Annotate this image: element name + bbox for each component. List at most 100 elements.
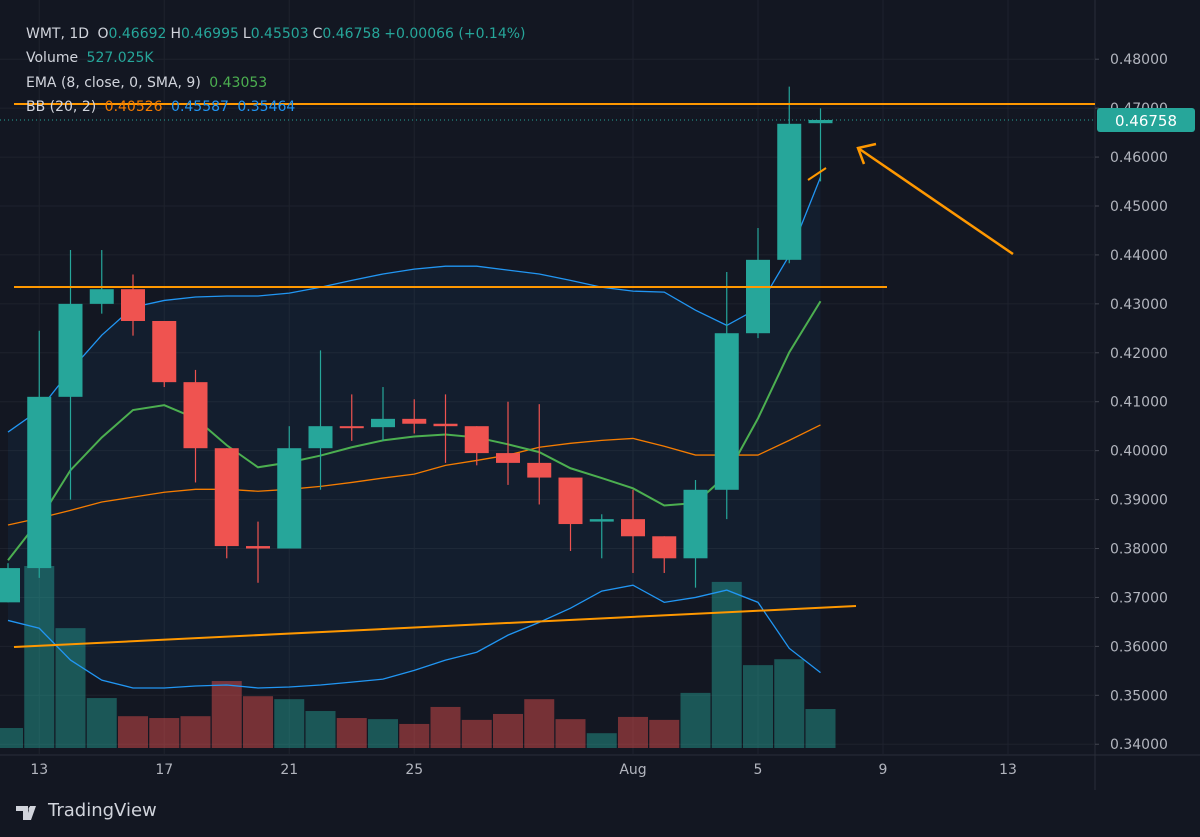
logo-dot xyxy=(28,806,34,812)
volume-bar xyxy=(368,719,398,748)
volume-bar xyxy=(149,718,180,748)
ohlc-label: L xyxy=(242,26,251,42)
volume-label: Volume xyxy=(26,50,79,66)
candle-body xyxy=(652,536,677,559)
x-tick-label: 9 xyxy=(879,762,888,778)
y-tick-label: 0.46000 xyxy=(1110,150,1168,166)
candle-body xyxy=(214,448,239,547)
ohlc-value: 0.46758 xyxy=(322,26,381,42)
volume-bar xyxy=(618,716,648,748)
bb-basis-line xyxy=(7,424,821,526)
ohlc-label: C xyxy=(312,26,323,42)
candle-body xyxy=(714,333,739,490)
legend-ema: EMA (8, close, 0, SMA, 9) 0.43053 xyxy=(26,75,271,91)
ohlc-label: H xyxy=(170,26,181,42)
y-tick-label: 0.48000 xyxy=(1110,52,1168,68)
drawn-arrow xyxy=(856,142,1014,256)
ohlc-value: 0.46995 xyxy=(180,26,239,42)
volume-bar xyxy=(743,665,773,748)
volume-bar xyxy=(586,733,617,748)
candle-body xyxy=(746,259,770,334)
last-price-label: 0.46758 xyxy=(1115,112,1177,130)
y-tick-label: 0.44000 xyxy=(1110,248,1168,264)
x-tick-label: 5 xyxy=(754,762,763,778)
bb-upper-value: 0.45587 xyxy=(171,99,229,115)
volume-bar xyxy=(55,628,86,748)
candles xyxy=(0,86,833,603)
candle-body xyxy=(121,289,145,321)
candle-body xyxy=(464,426,489,454)
arrow-head xyxy=(856,142,877,165)
volume-bar xyxy=(493,713,523,748)
candle-body xyxy=(558,477,583,525)
volume-bar xyxy=(524,699,555,748)
candle-body xyxy=(371,418,395,428)
x-tick-label: Aug xyxy=(619,762,646,778)
candle-body xyxy=(433,423,458,427)
y-tick-label: 0.38000 xyxy=(1110,542,1168,558)
candle-body xyxy=(183,382,208,449)
volume-bar xyxy=(774,659,805,748)
volume xyxy=(0,566,836,748)
y-tick-label: 0.40000 xyxy=(1110,444,1168,460)
y-tick-label: 0.37000 xyxy=(1110,590,1168,606)
ema-label: EMA (8, close, 0, SMA, 9) xyxy=(26,75,201,91)
drawn-trendline xyxy=(13,605,857,648)
ohlc-value: 0.45503 xyxy=(250,26,309,42)
change: +0.00066 (+0.14%) xyxy=(384,26,526,42)
x-tick-label: 17 xyxy=(155,762,173,778)
candle-body xyxy=(152,320,177,383)
volume-bar xyxy=(430,706,461,748)
candle-body xyxy=(402,418,427,424)
y-tick-label: 0.43000 xyxy=(1110,297,1168,313)
volume-bar xyxy=(180,716,211,748)
candle-body xyxy=(58,303,83,397)
x-tick-label: 13 xyxy=(999,762,1017,778)
symbol: WMT, 1D xyxy=(26,26,90,42)
bb-lower-line xyxy=(7,584,821,689)
volume-bar xyxy=(118,716,148,748)
last-price-box xyxy=(1097,107,1195,132)
legend-bb: BB (20, 2) 0.40526 0.45587 0.35464 xyxy=(26,99,299,115)
candle-body xyxy=(589,519,614,522)
y-tick-label: 0.41000 xyxy=(1110,395,1168,411)
candle-body xyxy=(27,396,52,569)
candle-body xyxy=(89,289,114,304)
candle-body xyxy=(308,426,333,449)
y-tick-label: 0.36000 xyxy=(1110,639,1168,655)
tv-logo xyxy=(16,806,36,820)
candle-body xyxy=(246,546,270,549)
volume-bar xyxy=(711,581,742,748)
volume-bar xyxy=(805,709,836,748)
ema-value: 0.43053 xyxy=(209,75,268,91)
bb-label: BB (20, 2) xyxy=(26,99,97,115)
grid xyxy=(0,0,1095,755)
volume-bar xyxy=(86,698,117,748)
y-tick-label: 0.35000 xyxy=(1110,688,1168,704)
candle-body xyxy=(808,119,833,124)
y-tick-label: 0.45000 xyxy=(1110,199,1168,215)
arrow-shaft xyxy=(857,146,1014,256)
brand: TradingView xyxy=(48,800,157,821)
volume-bar xyxy=(555,719,586,748)
axis: 0.480000.470000.460000.450000.440000.430… xyxy=(0,52,1195,778)
ohlc-label: O xyxy=(97,26,109,42)
legend-volume: Volume 527.025K xyxy=(26,50,158,66)
volume-bar xyxy=(0,728,23,748)
candle-body xyxy=(496,453,520,463)
candle-body xyxy=(777,123,802,260)
drawn-segment xyxy=(807,167,827,181)
bb-lower-value: 0.35464 xyxy=(237,99,296,115)
volume-bar xyxy=(649,719,680,748)
y-tick-label: 0.42000 xyxy=(1110,346,1168,362)
volume-bar xyxy=(274,699,305,748)
candle-body xyxy=(621,519,645,537)
ohlc-value: 0.46692 xyxy=(108,26,167,42)
volume-bar xyxy=(243,696,273,748)
x-tick-label: 25 xyxy=(405,762,423,778)
x-tick-label: 13 xyxy=(30,762,48,778)
candle-body xyxy=(0,568,20,603)
volume-bar xyxy=(24,566,55,748)
